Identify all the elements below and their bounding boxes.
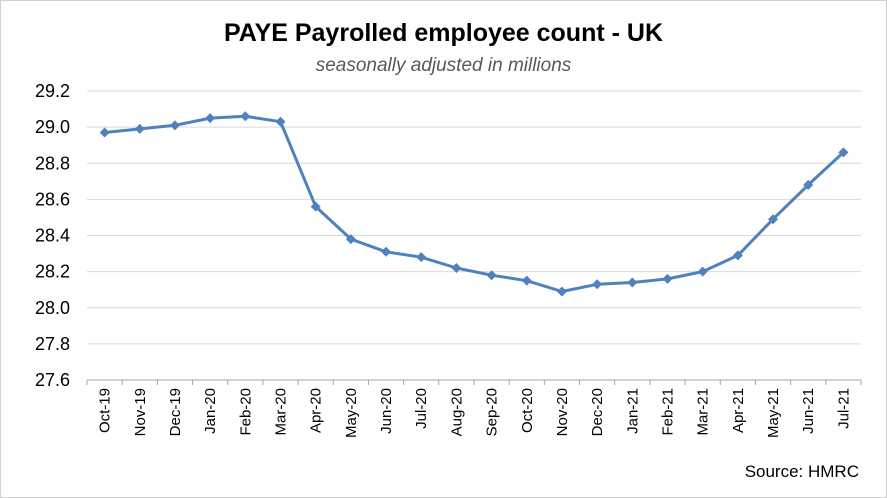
data-point (592, 279, 603, 290)
x-tick-label: Dec-20 (589, 388, 606, 436)
data-point (451, 263, 462, 274)
data-point (768, 214, 779, 225)
chart-title: PAYE Payrolled employee count - UK (223, 19, 663, 47)
data-point (381, 246, 392, 257)
x-axis (86, 379, 862, 385)
y-tick-label: 27.6 (35, 370, 70, 390)
y-tick-label: 28.0 (35, 298, 70, 318)
y-axis-ticks: 29.2 29.0 28.8 28.6 28.4 28.2 28.0 27.8 27.6 (35, 81, 70, 390)
data-point (803, 179, 814, 190)
data-point (275, 116, 286, 127)
data-point (838, 147, 849, 158)
x-tick-label: May-20 (343, 388, 360, 438)
y-tick-label: 29.2 (35, 81, 70, 101)
x-tick-label: May-21 (765, 388, 782, 438)
data-point (486, 270, 497, 281)
x-tick-label: Oct-19 (97, 388, 114, 433)
data-point (697, 266, 708, 277)
series-group (99, 111, 849, 297)
y-tick-label: 27.8 (35, 334, 70, 354)
data-point (345, 234, 356, 245)
x-tick-label: Nov-20 (554, 388, 571, 436)
chart-subtitle: seasonally adjusted in millions (315, 55, 572, 76)
data-point (556, 286, 567, 297)
x-tick-label: Feb-21 (660, 388, 677, 436)
y-tick-label: 29.0 (35, 117, 70, 137)
x-tick-label: Aug-20 (448, 388, 465, 436)
data-point (134, 123, 145, 134)
data-point (732, 250, 743, 261)
data-point (416, 252, 427, 263)
x-tick-label: Feb-20 (237, 388, 254, 436)
data-point (240, 111, 251, 122)
x-tick-label: Jun-21 (800, 388, 817, 434)
y-tick-label: 28.2 (35, 262, 70, 282)
x-tick-label: Jul-21 (835, 388, 852, 429)
gridlines (87, 90, 861, 345)
x-tick-label: Dec-19 (167, 388, 184, 436)
data-point (99, 127, 110, 138)
data-point (205, 113, 216, 124)
x-axis-ticks: Oct-19 Nov-19 Dec-19 Jan-20 Feb-20 Mar-20 Apr-… (97, 388, 853, 438)
x-tick-label: Sep-20 (484, 388, 501, 436)
data-point (169, 120, 180, 131)
series-line (104, 114, 845, 293)
x-tick-label: Apr-21 (730, 388, 747, 433)
source-note: Source: HMRC (744, 462, 859, 481)
y-tick-label: 28.8 (35, 153, 70, 173)
x-tick-label: Nov-19 (132, 388, 149, 436)
x-tick-label: Jul-20 (413, 388, 430, 429)
x-tick-label: Oct-20 (519, 388, 536, 433)
x-tick-label: Jun-20 (378, 388, 395, 434)
y-tick-label: 28.4 (35, 226, 70, 246)
x-tick-label: Mar-20 (273, 388, 290, 436)
x-tick-label: Jan-21 (624, 388, 641, 434)
data-point (662, 273, 673, 284)
data-point (521, 275, 532, 286)
data-point (310, 201, 321, 212)
x-tick-label: Mar-21 (695, 388, 712, 436)
x-tick-label: Jan-20 (202, 388, 219, 434)
x-tick-label: Apr-20 (308, 388, 325, 433)
y-tick-label: 28.6 (35, 189, 70, 209)
data-point (627, 277, 638, 288)
